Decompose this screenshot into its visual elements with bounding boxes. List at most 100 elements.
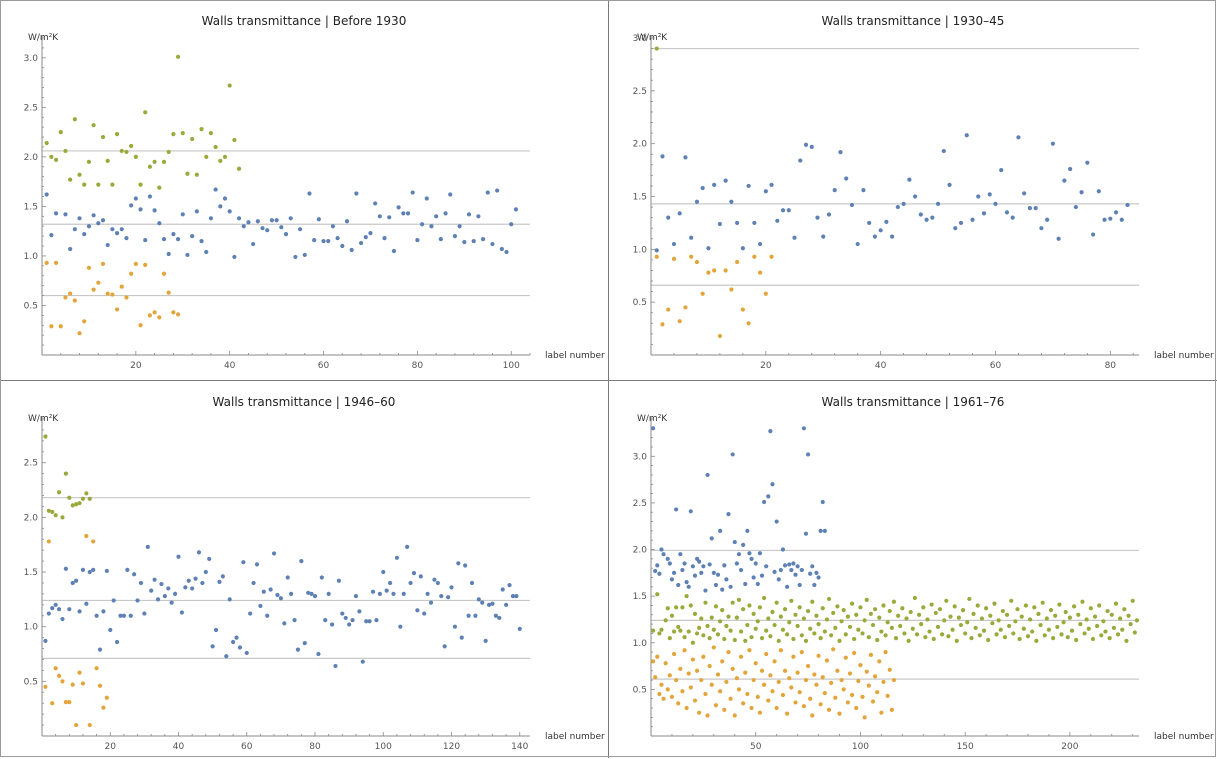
data-point — [766, 494, 771, 499]
scatter-series — [654, 46, 659, 51]
data-point — [196, 550, 202, 555]
data-point — [686, 671, 691, 676]
data-point — [657, 691, 662, 697]
data-point — [147, 313, 153, 318]
data-point — [757, 241, 763, 247]
data-point — [893, 636, 899, 641]
data-point — [1084, 617, 1089, 622]
data-point — [798, 158, 803, 163]
data-point — [227, 83, 232, 88]
data-point — [77, 216, 82, 221]
data-point — [480, 600, 485, 605]
data-point — [208, 216, 214, 221]
data-point — [438, 236, 443, 242]
data-point — [452, 234, 458, 239]
data-point — [821, 234, 826, 239]
data-point — [843, 655, 848, 660]
chart-panel-1961-76: Walls transmittance | 1961–76 W/m²K label … — [609, 381, 1217, 759]
data-point — [791, 561, 796, 566]
data-point — [847, 624, 853, 630]
data-point — [1111, 625, 1116, 630]
data-point — [1038, 622, 1043, 628]
data-point — [333, 663, 338, 669]
data-point — [1011, 631, 1016, 636]
data-point — [53, 260, 59, 265]
data-point — [1007, 623, 1012, 629]
data-point — [751, 611, 756, 616]
data-point — [67, 607, 72, 612]
y-tick-label: 1.0 — [24, 252, 39, 262]
data-point — [161, 271, 167, 276]
data-point — [829, 633, 834, 638]
data-point — [963, 631, 968, 636]
data-point — [241, 560, 246, 565]
data-point — [929, 602, 934, 607]
data-point — [285, 575, 290, 580]
data-point — [94, 613, 99, 618]
data-point — [676, 624, 681, 630]
data-point — [176, 554, 181, 559]
data-point — [316, 217, 321, 222]
data-point — [735, 259, 740, 265]
data-point — [1053, 613, 1058, 618]
data-point — [697, 625, 702, 630]
data-point — [422, 611, 427, 616]
data-point — [799, 633, 804, 638]
data-point — [254, 562, 260, 567]
x-tick-label: 80 — [412, 361, 424, 371]
data-point — [517, 626, 522, 631]
data-point — [495, 188, 500, 193]
data-point — [387, 580, 393, 586]
data-point — [1068, 166, 1073, 172]
data-point — [890, 234, 895, 239]
data-point — [700, 291, 705, 296]
data-point — [91, 567, 96, 572]
data-point — [707, 636, 712, 641]
data-point — [97, 647, 103, 652]
data-point — [833, 625, 838, 630]
data-point — [194, 209, 199, 214]
data-point — [845, 614, 850, 619]
data-point — [718, 689, 723, 694]
data-point — [755, 581, 760, 587]
data-point — [258, 603, 263, 609]
x-axis-label: label number — [545, 351, 605, 361]
data-point — [967, 596, 972, 602]
data-point — [316, 651, 321, 657]
data-point — [789, 567, 794, 573]
x-tick-label: 100 — [852, 742, 869, 752]
data-point — [329, 622, 335, 627]
data-point — [415, 237, 420, 243]
data-point — [965, 620, 970, 625]
data-point — [908, 609, 913, 615]
data-point — [761, 499, 767, 505]
data-point — [814, 613, 819, 618]
data-point — [738, 654, 744, 659]
data-point — [307, 191, 312, 196]
data-point — [705, 623, 710, 629]
data-point — [1130, 598, 1135, 603]
data-point — [246, 220, 251, 225]
data-point — [67, 495, 72, 500]
data-point — [504, 602, 509, 607]
data-point — [740, 307, 745, 312]
data-point — [91, 213, 96, 218]
data-point — [1016, 135, 1021, 140]
data-point — [486, 602, 492, 607]
data-point — [671, 256, 677, 261]
data-point — [138, 580, 144, 586]
data-point — [194, 172, 199, 177]
data-point — [105, 242, 110, 248]
data-point — [382, 236, 387, 241]
data-point — [770, 689, 775, 694]
data-point — [381, 569, 386, 575]
data-point — [282, 621, 287, 626]
data-point — [1013, 619, 1018, 624]
data-point — [751, 677, 756, 683]
data-point — [724, 623, 729, 629]
data-point — [747, 603, 752, 608]
data-point — [428, 600, 434, 605]
data-point — [970, 217, 975, 222]
data-point — [700, 185, 705, 191]
x-tick-label: 20 — [130, 361, 142, 371]
